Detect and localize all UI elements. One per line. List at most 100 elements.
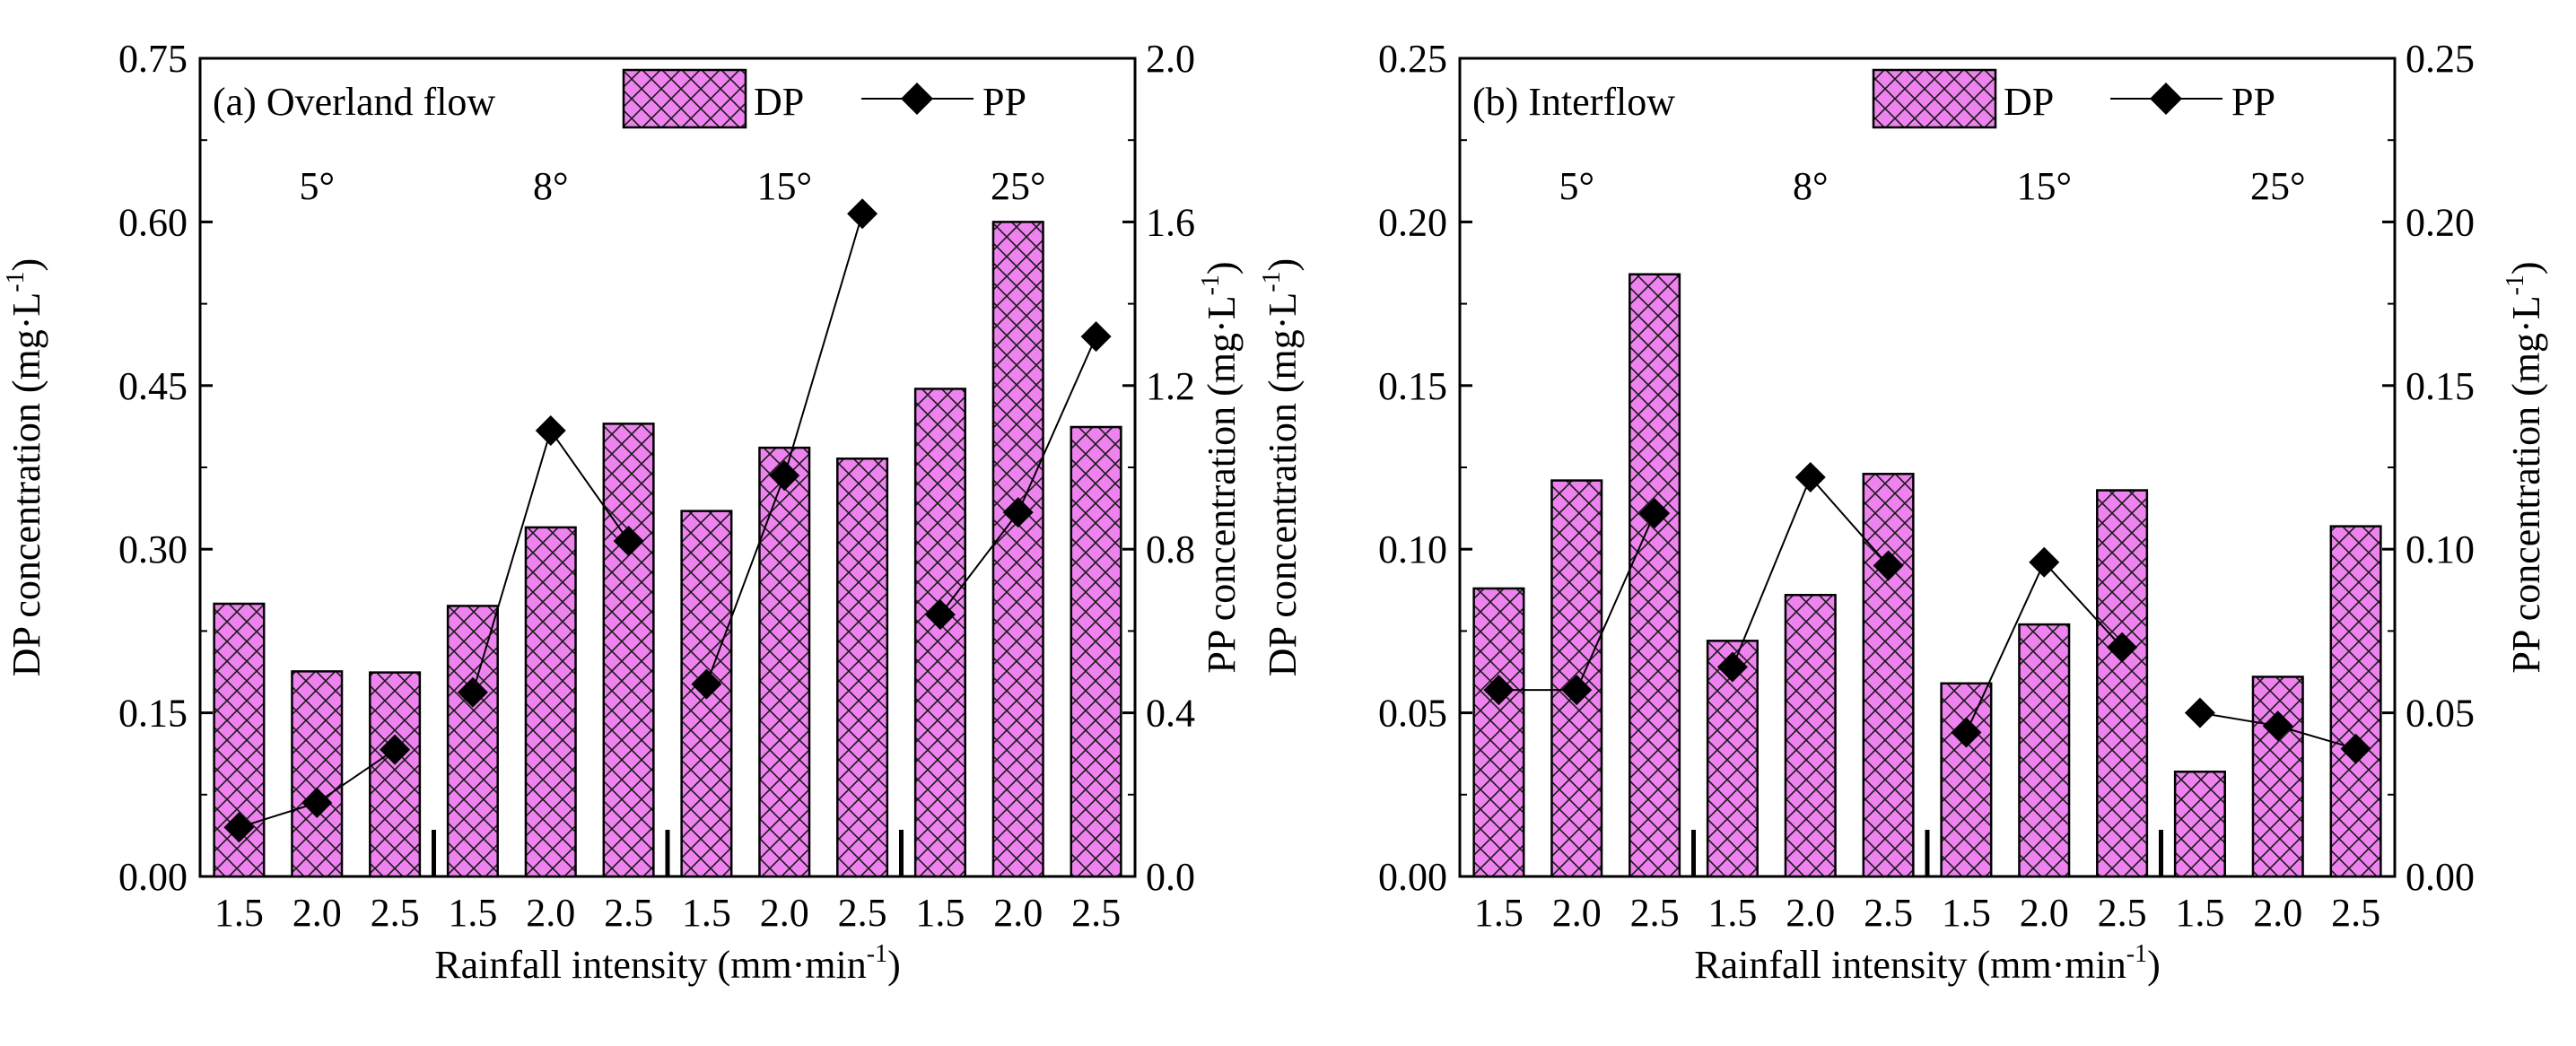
- x-tick-label: 2.0: [2253, 891, 2302, 935]
- legend-dp-swatch: [622, 68, 747, 129]
- slope-group-label: 5°: [299, 164, 335, 208]
- pp-point: [1639, 498, 1671, 529]
- x-tick-label: 2.5: [371, 891, 420, 935]
- tick-group: [1460, 57, 2395, 878]
- y-left-tick-label: 0.45: [118, 364, 188, 408]
- x-tick-label: 2.5: [1630, 891, 1680, 935]
- y-right-tick-label: 0.25: [2406, 37, 2475, 81]
- y-right-tick-label: 1.2: [1146, 364, 1195, 408]
- pp-point: [924, 599, 956, 631]
- pp-point: [535, 414, 566, 446]
- dp-bar: [369, 671, 422, 878]
- x-tick-label: 2.5: [604, 891, 653, 935]
- marker-group: [1483, 461, 2371, 764]
- dp-bar: [2329, 525, 2382, 878]
- y-left-tick-label: 0.30: [118, 527, 188, 571]
- y-right-tick-labels: 0.00 0.05 0.10 0.15 0.20 0.25: [2406, 37, 2475, 899]
- dp-bar: [2173, 771, 2226, 878]
- pp-point: [1080, 321, 1112, 353]
- dp-bar: [1784, 594, 1837, 878]
- y-axis-right-label: PP concentration (mg·L-1): [2502, 261, 2548, 673]
- y-axis-left-label: DP concentration (mg·L-1): [1258, 258, 1305, 676]
- y-left-tick-label: 0.10: [1378, 527, 1447, 571]
- y-right-tick-label: 0.05: [2406, 692, 2475, 736]
- pp-point: [2184, 697, 2215, 728]
- dp-bar: [2251, 676, 2304, 878]
- y-right-tick-label: 0.20: [2406, 200, 2475, 244]
- pp-point: [1561, 675, 1593, 706]
- dp-bar: [758, 446, 811, 878]
- group-labels: 5° 8° 15° 25°: [1559, 164, 2305, 208]
- dp-bar: [1472, 587, 1525, 878]
- group-labels: 5° 8° 15° 25°: [299, 164, 1045, 208]
- pp-point: [2262, 710, 2293, 742]
- pp-point: [301, 787, 333, 818]
- slope-group-label: 5°: [1559, 164, 1594, 208]
- x-tick-label: 1.5: [1942, 891, 1991, 935]
- x-tick-label: 1.5: [1707, 891, 1757, 935]
- dp-bar: [291, 670, 344, 878]
- y-right-tick-label: 0.15: [2406, 364, 2475, 408]
- pp-point: [1873, 550, 1904, 581]
- dp-bar: [1629, 273, 1681, 878]
- bar-group: [213, 221, 1122, 878]
- y-left-tick-label: 0.20: [1378, 200, 1447, 244]
- legend: DP PP: [622, 68, 1026, 129]
- x-tick-label: 2.0: [526, 891, 575, 935]
- x-tick-label: 1.5: [2175, 891, 2224, 935]
- x-axis-label: Rainfall intensity (mm·min-1): [434, 940, 900, 987]
- pp-point: [1716, 651, 1748, 683]
- slope-group-label: 25°: [2250, 164, 2306, 208]
- y-left-tick-label: 0.00: [1378, 855, 1447, 899]
- slope-group-label: 8°: [533, 164, 569, 208]
- y-right-tick-label: 0.0: [1146, 855, 1195, 899]
- pp-point: [769, 460, 800, 492]
- dp-bar: [991, 221, 1044, 878]
- pp-point: [691, 668, 722, 700]
- y-axis-left-label: DP concentration (mg·L-1): [2, 258, 48, 676]
- pp-point: [2340, 733, 2371, 764]
- chart-panel-overland-flow: 1.5 2.0 2.5 1.5 2.0 2.5 1.5 2.0 2.5 1.5 2.0 2.5 0.0…: [2, 37, 1244, 987]
- y-left-tick-label: 0.60: [118, 200, 188, 244]
- slope-group-label: 25°: [991, 164, 1046, 208]
- pp-point: [613, 526, 644, 557]
- x-tick-labels: 1.5 2.0 2.5 1.5 2.0 2.5 1.5 2.0 2.5 1.5 2.0 2.5: [214, 891, 1121, 935]
- y-left-tick-label: 0.15: [118, 692, 188, 736]
- x-tick-label: 2.5: [2331, 891, 2380, 935]
- pp-point: [457, 676, 488, 708]
- legend-dp-label: DP: [2004, 80, 2054, 124]
- pp-point: [1794, 461, 1826, 492]
- legend: DP PP: [1872, 68, 2275, 129]
- pp-point: [2029, 546, 2060, 578]
- pp-point: [1483, 675, 1515, 706]
- x-tick-label: 1.5: [915, 891, 965, 935]
- x-tick-label: 2.5: [838, 891, 887, 935]
- x-axis-label: Rainfall intensity (mm·min-1): [1694, 940, 2160, 987]
- legend-pp-label: PP: [2231, 80, 2275, 124]
- y-right-tick-label: 2.0: [1146, 37, 1195, 81]
- x-tick-labels: 1.5 2.0 2.5 1.5 2.0 2.5 1.5 2.0 2.5 1.5 2.0 2.5: [1474, 891, 2380, 935]
- y-right-tick-labels: 0.0 0.4 0.8 1.2 1.6 2.0: [1146, 37, 1195, 899]
- legend-pp-label: PP: [982, 80, 1026, 124]
- pp-point: [1002, 497, 1034, 528]
- slope-group-label: 15°: [756, 164, 812, 208]
- panel-label: (a) Overland flow: [213, 80, 495, 124]
- chart-panel-interflow: 1.5 2.0 2.5 1.5 2.0 2.5 1.5 2.0 2.5 1.5 2.0 2.5 0.0…: [1258, 37, 2548, 987]
- legend-dp-swatch: [1872, 68, 1997, 129]
- y-left-tick-label: 0.00: [118, 855, 188, 899]
- x-tick-label: 1.5: [214, 891, 264, 935]
- dp-bar: [2018, 623, 2071, 878]
- dp-bar: [602, 423, 655, 878]
- x-tick-label: 2.0: [2020, 891, 2069, 935]
- y-left-tick-label: 0.05: [1378, 692, 1447, 736]
- x-tick-label: 1.5: [448, 891, 497, 935]
- slope-group-label: 8°: [1793, 164, 1829, 208]
- dp-bar: [1862, 473, 1915, 878]
- x-tick-label: 1.5: [1474, 891, 1524, 935]
- bar-group: [1472, 273, 2382, 878]
- x-tick-label: 2.5: [1071, 891, 1121, 935]
- line-series: [239, 213, 1097, 829]
- x-tick-label: 2.5: [2098, 891, 2147, 935]
- y-left-tick-labels: 0.00 0.15 0.30 0.45 0.60 0.75: [118, 37, 188, 899]
